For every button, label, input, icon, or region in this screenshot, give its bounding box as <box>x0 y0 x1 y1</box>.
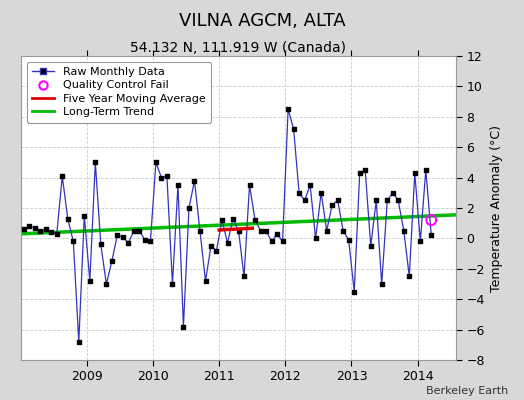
Point <box>262 228 270 234</box>
Point <box>394 197 402 204</box>
Point <box>284 106 292 112</box>
Point <box>361 167 369 173</box>
Point <box>234 228 243 234</box>
Point <box>107 258 116 264</box>
Point <box>306 182 314 188</box>
Point <box>377 281 386 287</box>
Point <box>179 323 188 330</box>
Point <box>218 217 226 223</box>
Point <box>300 197 309 204</box>
Point <box>190 178 199 184</box>
Point <box>317 190 325 196</box>
Point <box>152 159 160 166</box>
Point <box>350 288 358 295</box>
Point <box>422 167 430 173</box>
Point <box>196 228 204 234</box>
Point <box>52 231 61 237</box>
Point <box>141 237 149 243</box>
Point <box>41 226 50 232</box>
Point <box>174 182 182 188</box>
Point <box>339 228 347 234</box>
Point <box>168 281 177 287</box>
Point <box>267 238 276 245</box>
Point <box>289 126 298 132</box>
Point <box>36 228 45 234</box>
Point <box>322 228 331 234</box>
Point <box>245 182 254 188</box>
Point <box>85 278 94 284</box>
Point <box>163 173 171 179</box>
Point <box>124 240 133 246</box>
Point <box>355 170 364 176</box>
Point <box>311 235 320 242</box>
Point <box>405 273 413 280</box>
Point <box>91 159 100 166</box>
Point <box>58 173 67 179</box>
Point <box>19 226 28 232</box>
Point <box>273 231 281 237</box>
Point <box>185 205 193 211</box>
Point <box>47 229 56 236</box>
Point <box>344 237 353 243</box>
Point <box>74 338 83 345</box>
Point <box>278 238 287 245</box>
Point <box>372 197 380 204</box>
Point <box>157 174 166 181</box>
Text: Berkeley Earth: Berkeley Earth <box>426 386 508 396</box>
Point <box>30 224 39 231</box>
Point <box>400 228 408 234</box>
Point <box>135 228 144 234</box>
Point <box>119 234 127 240</box>
Point <box>223 240 232 246</box>
Point <box>25 223 34 230</box>
Point <box>69 238 78 245</box>
Point <box>295 190 303 196</box>
Title: 54.132 N, 111.919 W (Canada): 54.132 N, 111.919 W (Canada) <box>130 41 346 55</box>
Point <box>113 232 122 238</box>
Point <box>240 273 248 280</box>
Point <box>207 243 215 249</box>
Point <box>146 238 155 245</box>
Point <box>229 216 237 222</box>
Point <box>256 228 265 234</box>
Point <box>333 197 342 204</box>
Point <box>129 228 138 234</box>
Point <box>367 243 375 249</box>
Point <box>383 197 391 204</box>
Text: VILNA AGCM, ALTA: VILNA AGCM, ALTA <box>179 12 345 30</box>
Point <box>411 170 419 176</box>
Point <box>102 281 111 287</box>
Point <box>416 238 424 245</box>
Point <box>96 241 105 248</box>
Legend: Raw Monthly Data, Quality Control Fail, Five Year Moving Average, Long-Term Tren: Raw Monthly Data, Quality Control Fail, … <box>27 62 212 123</box>
Point <box>212 247 221 254</box>
Point <box>80 212 89 219</box>
Point <box>63 216 72 222</box>
Point <box>201 278 210 284</box>
Point <box>389 190 397 196</box>
Point <box>427 217 435 223</box>
Point <box>427 232 435 238</box>
Point <box>251 217 259 223</box>
Y-axis label: Temperature Anomaly (°C): Temperature Anomaly (°C) <box>490 124 504 292</box>
Point <box>328 202 336 208</box>
